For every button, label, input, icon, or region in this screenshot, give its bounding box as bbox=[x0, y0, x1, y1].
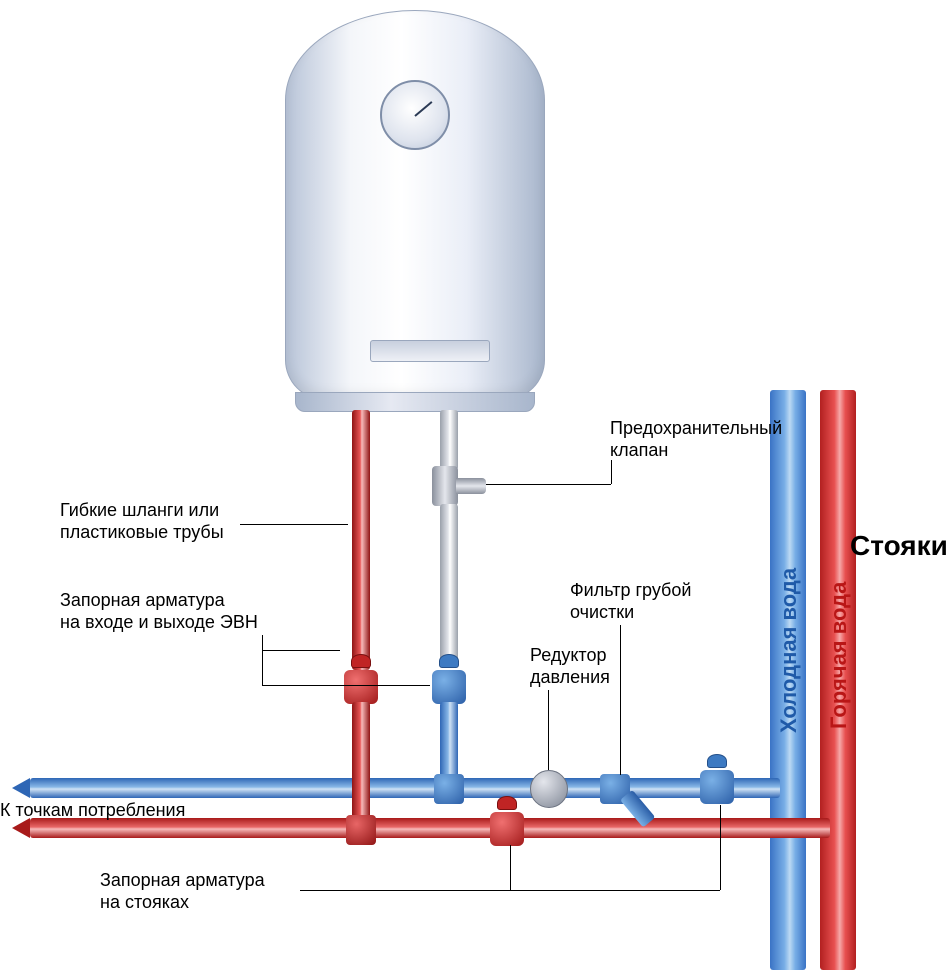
shutoff-valve-hot-riser bbox=[490, 812, 524, 846]
leader-line bbox=[300, 890, 510, 891]
pipe-cold-inlet-top bbox=[440, 410, 458, 470]
label-to-consumption: К точкам потребления bbox=[0, 800, 185, 821]
pipe-hot-outlet bbox=[352, 410, 370, 670]
label-safety-valve: Предохранительный клапан bbox=[610, 418, 782, 461]
leader-line bbox=[611, 460, 612, 484]
arrow-left-icon bbox=[12, 778, 30, 798]
leader-line bbox=[548, 690, 549, 770]
leader-line bbox=[262, 685, 430, 686]
label-shutoff-risers: Запорная арматура на стояках bbox=[100, 870, 265, 913]
pipe-cold-inlet-lower bbox=[440, 702, 458, 782]
leader-line bbox=[262, 650, 340, 651]
pipe-to-consumption-hot bbox=[30, 818, 830, 838]
leader-line bbox=[620, 625, 621, 775]
brand-plate bbox=[370, 340, 490, 362]
leader-line bbox=[262, 650, 263, 685]
pipe-cold-inlet-mid bbox=[440, 504, 458, 664]
thermometer-gauge-icon bbox=[380, 80, 450, 150]
tee-cold-inlet bbox=[434, 774, 464, 804]
riser-cold-label: Холодная вода bbox=[776, 530, 802, 770]
leader-line bbox=[486, 484, 611, 485]
leader-line bbox=[240, 524, 348, 525]
tee-hot bbox=[346, 815, 376, 845]
label-shutoff-io: Запорная арматура на входе и выходе ЭВН bbox=[60, 590, 258, 633]
label-reducer: Редуктор давления bbox=[530, 645, 610, 688]
leader-line bbox=[720, 805, 721, 890]
leader-line bbox=[510, 890, 720, 891]
riser-hot-label: Горячая вода bbox=[826, 540, 852, 770]
safety-valve bbox=[432, 466, 482, 506]
label-flex-hoses: Гибкие шланги или пластиковые трубы bbox=[60, 500, 224, 543]
boiler-tank-bottom bbox=[295, 392, 535, 412]
leader-line bbox=[510, 845, 511, 890]
pipe-hot-outlet-lower bbox=[352, 702, 370, 822]
shutoff-valve-hot-outlet bbox=[344, 670, 378, 704]
shutoff-valve-cold-inlet bbox=[432, 670, 466, 704]
pipe-to-consumption-cold bbox=[30, 778, 780, 798]
shutoff-valve-cold-riser bbox=[700, 770, 734, 804]
label-filter: Фильтр грубой очистки bbox=[570, 580, 691, 623]
risers-title: Стояки bbox=[850, 530, 948, 562]
leader-line bbox=[262, 635, 263, 650]
pressure-reducer bbox=[530, 770, 568, 808]
arrow-left-icon bbox=[12, 818, 30, 838]
